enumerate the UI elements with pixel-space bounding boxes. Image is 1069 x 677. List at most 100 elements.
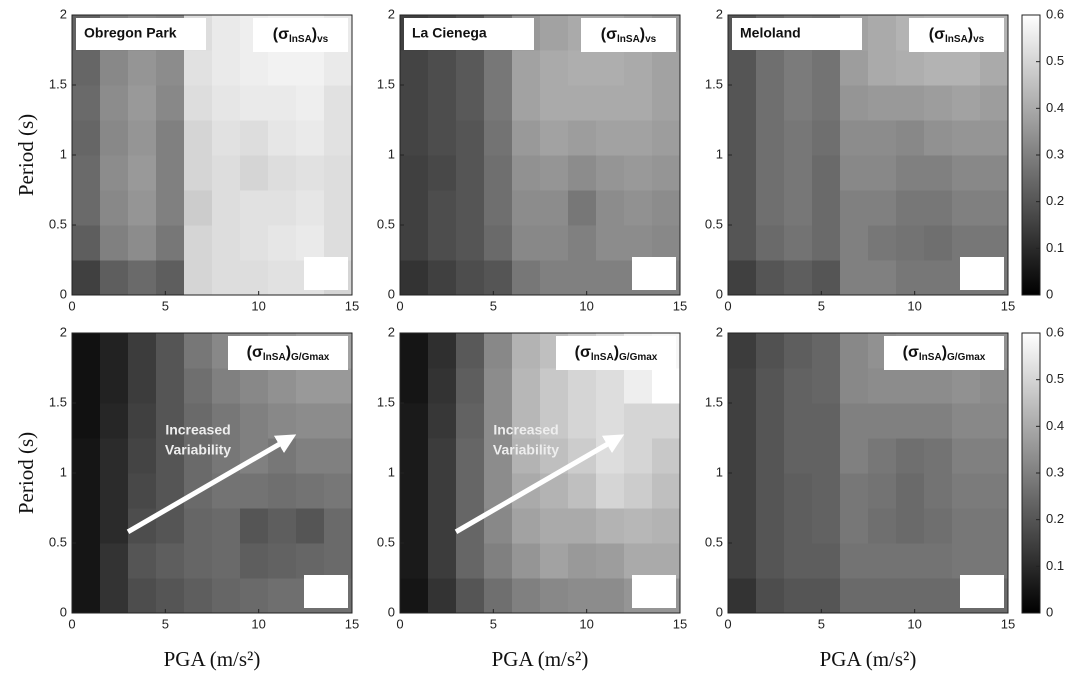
title-box — [732, 18, 862, 50]
heat-cell — [596, 225, 625, 261]
heat-cell — [924, 120, 953, 156]
heat-cell — [296, 155, 325, 191]
y-tick-label: 2 — [716, 324, 723, 339]
heat-cell — [156, 155, 185, 191]
annotation-part: ) — [968, 26, 973, 43]
arrow-label: Increased — [493, 422, 558, 438]
heat-cell — [296, 543, 325, 579]
heat-cell — [924, 578, 953, 614]
heat-cell — [240, 368, 269, 404]
heat-cell — [428, 85, 457, 121]
annotation: (σlnSA)vs — [273, 26, 329, 44]
heat-cell — [512, 190, 541, 226]
x-tick-label: 0 — [68, 298, 75, 313]
heat-cell — [652, 50, 681, 86]
annotation-box — [884, 336, 1004, 370]
heat-cell — [324, 50, 353, 86]
heat-cell — [812, 578, 841, 614]
annotation-part: vs — [645, 34, 657, 45]
heat-cell — [540, 260, 569, 296]
heat-cell — [784, 155, 813, 191]
heat-cell — [428, 543, 457, 579]
x-tick-label: 15 — [1001, 616, 1015, 631]
heat-cell — [540, 155, 569, 191]
heat-cell — [72, 368, 101, 404]
heat-cell — [484, 85, 513, 121]
heat-cell — [596, 85, 625, 121]
heat-cell — [72, 403, 101, 439]
heat-cell — [296, 120, 325, 156]
heat-cell — [428, 473, 457, 509]
heat-cell — [952, 190, 981, 226]
heat-cell — [324, 473, 353, 509]
heat-cell — [728, 260, 757, 296]
heat-cell — [952, 473, 981, 509]
heat-cell — [128, 260, 157, 296]
heat-cell — [952, 85, 981, 121]
y-tick-label: 0 — [388, 604, 395, 619]
heat-cell — [840, 333, 869, 369]
heat-cell — [568, 120, 597, 156]
heat-cell — [428, 368, 457, 404]
heat-cell — [596, 368, 625, 404]
heat-cell — [924, 508, 953, 544]
heat-cell — [156, 438, 185, 474]
annotation-part: (σ — [903, 344, 919, 361]
heat-cell — [100, 368, 129, 404]
annotation-part: (σ — [575, 344, 591, 361]
heat-cell — [484, 543, 513, 579]
heat-cell — [652, 225, 681, 261]
annotation-part: G/Gmax — [619, 352, 658, 363]
colorbar-tick-label: 0.2 — [1046, 193, 1064, 208]
heat-cell — [868, 508, 897, 544]
heat-cell — [240, 50, 269, 86]
annotation-part: vs — [973, 34, 985, 45]
heat-cell — [100, 85, 129, 121]
heat-cell — [840, 120, 869, 156]
heat-cell — [952, 508, 981, 544]
heat-cell — [128, 578, 157, 614]
heat-cell — [980, 50, 1009, 86]
heat-cell — [212, 155, 241, 191]
heat-cell — [512, 260, 541, 296]
x-tick-label: 10 — [251, 616, 265, 631]
heat-cell — [924, 85, 953, 121]
heat-cell — [896, 543, 925, 579]
heat-cell — [812, 333, 841, 369]
heat-cell — [784, 403, 813, 439]
heat-cell — [840, 543, 869, 579]
heat-cell — [456, 578, 485, 614]
heat-cell — [812, 155, 841, 191]
x-tick-label: 5 — [162, 298, 169, 313]
heat-cell — [756, 473, 785, 509]
heat-cell — [156, 225, 185, 261]
x-tick-label: 15 — [673, 298, 687, 313]
x-tick-label: 15 — [345, 616, 359, 631]
legend-box — [304, 257, 348, 290]
heat-cell — [184, 508, 213, 544]
x-tick-label: 10 — [907, 616, 921, 631]
y-tick-label: 2 — [60, 324, 67, 339]
y-tick-label: 1 — [388, 146, 395, 161]
heat-cell — [128, 368, 157, 404]
heat-cell — [756, 120, 785, 156]
annotation-part: (σ — [601, 26, 617, 43]
y-axis-label: Period (s) — [14, 432, 38, 514]
y-tick-label: 1.5 — [49, 76, 67, 91]
heat-cell — [484, 225, 513, 261]
legend-box — [632, 575, 676, 608]
heat-cell — [896, 578, 925, 614]
heat-cell — [240, 155, 269, 191]
y-axis-label: Period (s) — [14, 114, 38, 196]
heat-cell — [540, 508, 569, 544]
heat-cell — [868, 155, 897, 191]
heat-cell — [784, 225, 813, 261]
heat-cell — [240, 85, 269, 121]
heat-cell — [456, 368, 485, 404]
heat-cell — [512, 368, 541, 404]
heat-cell — [624, 225, 653, 261]
arrow — [126, 434, 297, 534]
annotation-part: G/Gmax — [947, 352, 986, 363]
heat-cell — [100, 190, 129, 226]
